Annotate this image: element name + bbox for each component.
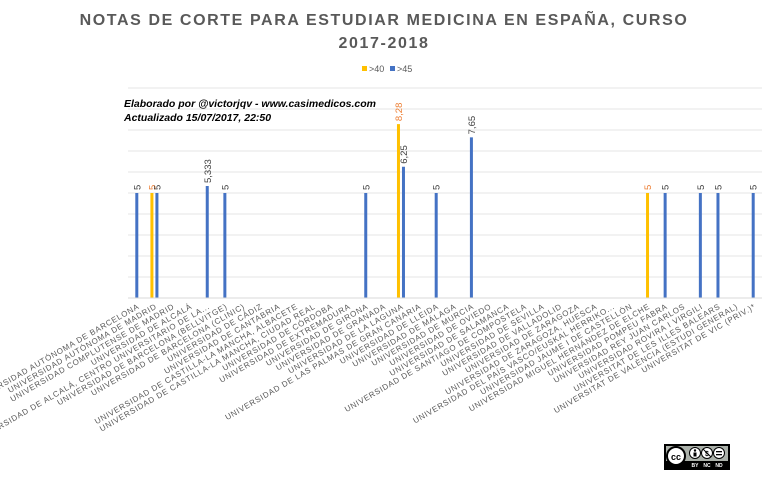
bar-over-45 <box>434 193 438 298</box>
legend: >40 >45 <box>362 64 412 74</box>
legend-swatch-over-40 <box>362 66 367 71</box>
data-label: 6,25 <box>399 145 410 164</box>
data-label: 5 <box>147 185 158 190</box>
bar-over-40 <box>150 193 154 298</box>
data-label: 5 <box>749 185 760 190</box>
bar-over-45 <box>698 193 702 298</box>
bar-over-45 <box>223 193 227 298</box>
nd-icon-bar-1 <box>716 451 722 453</box>
bar-over-45 <box>364 193 368 298</box>
gridlines <box>128 87 762 278</box>
nc-icon-slash <box>702 448 712 458</box>
cc-nc-text: NC <box>703 463 711 469</box>
data-label: 5 <box>713 185 724 190</box>
data-label: 5,333 <box>203 159 214 183</box>
cc-by-text: BY <box>692 463 700 469</box>
legend-label-over-40: >40 <box>369 64 384 74</box>
data-label: 5 <box>132 185 143 190</box>
bar-over-45 <box>663 193 667 298</box>
data-label: 5 <box>696 185 707 190</box>
bar-over-40 <box>396 124 400 299</box>
bars <box>135 124 755 299</box>
nd-icon <box>713 447 725 459</box>
data-label: 5 <box>643 185 654 190</box>
data-label: 5 <box>661 185 672 190</box>
cc-icon-glyph: cc <box>671 452 681 462</box>
chart-title-line-2: 2017-2018 <box>339 35 430 52</box>
cc-icon <box>666 446 686 466</box>
by-icon-body <box>693 452 697 457</box>
data-label: 5 <box>220 185 231 190</box>
bar-over-45 <box>155 193 159 298</box>
data-label: 7,65 <box>467 116 478 135</box>
chart-title-line-1: NOTAS DE CORTE PARA ESTUDIAR MEDICINA EN… <box>80 9 689 29</box>
bar-over-45 <box>751 193 755 298</box>
data-label: 8,28 <box>394 103 405 122</box>
by-icon-head <box>693 449 697 452</box>
data-label: 5 <box>432 185 443 190</box>
annotation-author: Elaborado por @victorjqv - www.casimedic… <box>124 98 376 110</box>
bar-over-45 <box>469 137 473 298</box>
bar-over-45 <box>205 186 209 298</box>
legend-swatch-over-45 <box>390 66 395 71</box>
bar-over-45 <box>135 193 139 298</box>
cc-license-badge: cc $ BY NC ND <box>664 444 730 470</box>
bar-over-40 <box>646 193 650 298</box>
cc-nd-text: ND <box>715 463 723 469</box>
data-label: 5 <box>361 185 372 190</box>
bar-over-45 <box>716 193 720 298</box>
nc-icon-glyph: $ <box>705 451 709 458</box>
annotation-updated: Actualizado 15/07/2017, 22:50 <box>123 112 271 124</box>
nd-icon-bar-2 <box>716 454 722 456</box>
legend-label-over-45: >45 <box>397 64 412 74</box>
bar-over-45 <box>401 166 405 298</box>
data-label: 5 <box>152 185 163 190</box>
